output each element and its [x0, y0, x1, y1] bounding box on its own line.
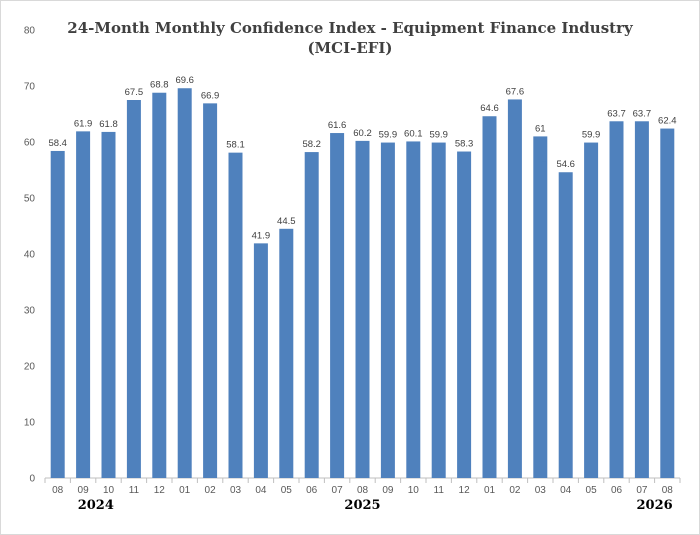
- bar: [330, 133, 345, 479]
- bar: [126, 100, 141, 478]
- x-tick-label: 11: [129, 485, 140, 496]
- data-label: 64.6: [480, 103, 499, 114]
- year-label: 2026: [637, 498, 673, 513]
- y-tick-label: 70: [24, 82, 36, 93]
- bar: [355, 140, 370, 478]
- x-tick-label: 06: [611, 485, 623, 496]
- x-tick-label: 08: [662, 485, 674, 496]
- data-label: 60.1: [404, 128, 423, 139]
- x-tick-label: 06: [306, 485, 318, 496]
- chart-subtitle: (MCI-EFI): [307, 39, 393, 57]
- data-label: 67.6: [506, 86, 525, 97]
- bar: [152, 92, 167, 478]
- x-tick-label: 07: [332, 485, 344, 496]
- data-label: 66.9: [201, 90, 220, 101]
- bar: [177, 88, 192, 479]
- data-label: 61.6: [328, 120, 347, 131]
- data-label: 69.6: [175, 75, 194, 86]
- bar: [228, 152, 243, 478]
- bar: [304, 152, 319, 478]
- data-label: 59.9: [429, 130, 448, 141]
- data-label: 58.1: [226, 140, 245, 151]
- x-tick-label: 03: [535, 485, 547, 496]
- data-label: 59.9: [582, 130, 601, 141]
- data-label: 63.7: [633, 108, 652, 119]
- bar: [660, 128, 675, 478]
- data-label: 58.4: [48, 138, 67, 149]
- y-tick-label: 20: [24, 362, 36, 373]
- y-tick-label: 40: [24, 250, 36, 261]
- bar: [609, 121, 624, 478]
- y-tick-label: 30: [24, 306, 36, 317]
- bar: [279, 228, 294, 478]
- x-tick-label: 11: [434, 485, 445, 496]
- data-label: 54.6: [556, 159, 575, 170]
- x-tick-label: 10: [408, 485, 420, 496]
- data-label: 68.8: [150, 80, 169, 91]
- bar: [253, 243, 268, 478]
- x-tick-label: 10: [103, 485, 115, 496]
- bar: [50, 150, 65, 478]
- x-tick-label: 08: [357, 485, 369, 496]
- y-tick-label: 10: [24, 418, 36, 429]
- x-tick-label: 01: [484, 485, 496, 496]
- chart-title: 24-Month Monthly Confidence Index - Equi…: [67, 19, 633, 37]
- x-tick-label: 12: [459, 485, 471, 496]
- x-tick-label: 07: [636, 485, 648, 496]
- bar: [558, 172, 573, 479]
- data-label: 62.4: [658, 116, 677, 127]
- bar: [584, 142, 599, 478]
- x-tick-label: 02: [509, 485, 521, 496]
- year-label: 2025: [344, 498, 380, 513]
- bar: [101, 131, 116, 479]
- bar: [76, 131, 91, 479]
- bar: [431, 142, 446, 478]
- data-label: 41.9: [252, 230, 271, 241]
- x-tick-label: 09: [382, 485, 394, 496]
- data-label: 58.2: [302, 139, 321, 150]
- x-tick-label: 04: [560, 485, 572, 496]
- data-label: 61.8: [99, 119, 118, 130]
- year-label: 2024: [78, 498, 114, 513]
- y-tick-label: 0: [29, 474, 35, 485]
- bar: [457, 151, 472, 478]
- y-tick-label: 50: [24, 194, 36, 205]
- y-tick-label: 80: [24, 26, 36, 37]
- x-tick-label: 02: [205, 485, 217, 496]
- data-label: 61.9: [74, 118, 93, 129]
- x-tick-label: 12: [154, 485, 166, 496]
- data-label: 44.5: [277, 216, 296, 227]
- bar: [507, 99, 522, 478]
- x-tick-label: 03: [230, 485, 242, 496]
- bar: [380, 142, 395, 478]
- bar: [482, 116, 497, 479]
- x-tick-label: 04: [255, 485, 267, 496]
- bar: [634, 121, 649, 478]
- legend-marker: [541, 161, 547, 167]
- data-label: 60.2: [353, 128, 372, 139]
- data-label: 61: [535, 123, 546, 134]
- x-tick-label: 05: [281, 485, 293, 496]
- x-tick-label: 01: [179, 485, 191, 496]
- data-label: 59.9: [379, 130, 398, 141]
- data-label: 67.5: [125, 87, 144, 98]
- data-label: 58.3: [455, 139, 474, 150]
- x-tick-label: 05: [586, 485, 598, 496]
- data-label: 63.7: [607, 108, 626, 119]
- x-tick-label: 08: [52, 485, 64, 496]
- bar: [533, 136, 548, 478]
- bar: [406, 141, 421, 478]
- y-tick-label: 60: [24, 138, 36, 149]
- x-tick-label: 09: [78, 485, 90, 496]
- bar: [203, 103, 218, 479]
